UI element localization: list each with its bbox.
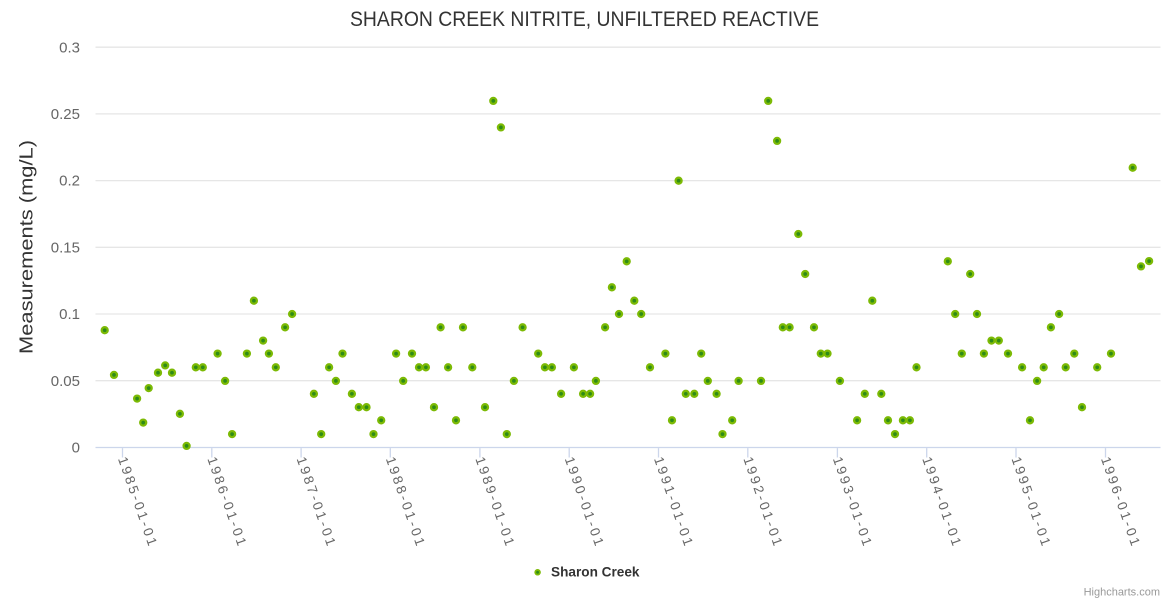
svg-text:0.2: 0.2 (59, 173, 80, 190)
svg-text:0.1: 0.1 (59, 306, 80, 323)
svg-text:0.15: 0.15 (51, 239, 80, 256)
svg-text:0.05: 0.05 (51, 373, 80, 390)
svg-text:0.3: 0.3 (59, 39, 80, 56)
svg-text:SHARON CREEK NITRITE, UNFILTER: SHARON CREEK NITRITE, UNFILTERED REACTIV… (350, 7, 819, 31)
svg-text:Sharon Creek: Sharon Creek (551, 564, 640, 579)
svg-text:0: 0 (72, 440, 80, 457)
svg-text:Measurements (mg/L): Measurements (mg/L) (16, 140, 36, 354)
svg-text:Highcharts.com: Highcharts.com (1084, 587, 1160, 599)
svg-text:0.25: 0.25 (51, 106, 80, 123)
